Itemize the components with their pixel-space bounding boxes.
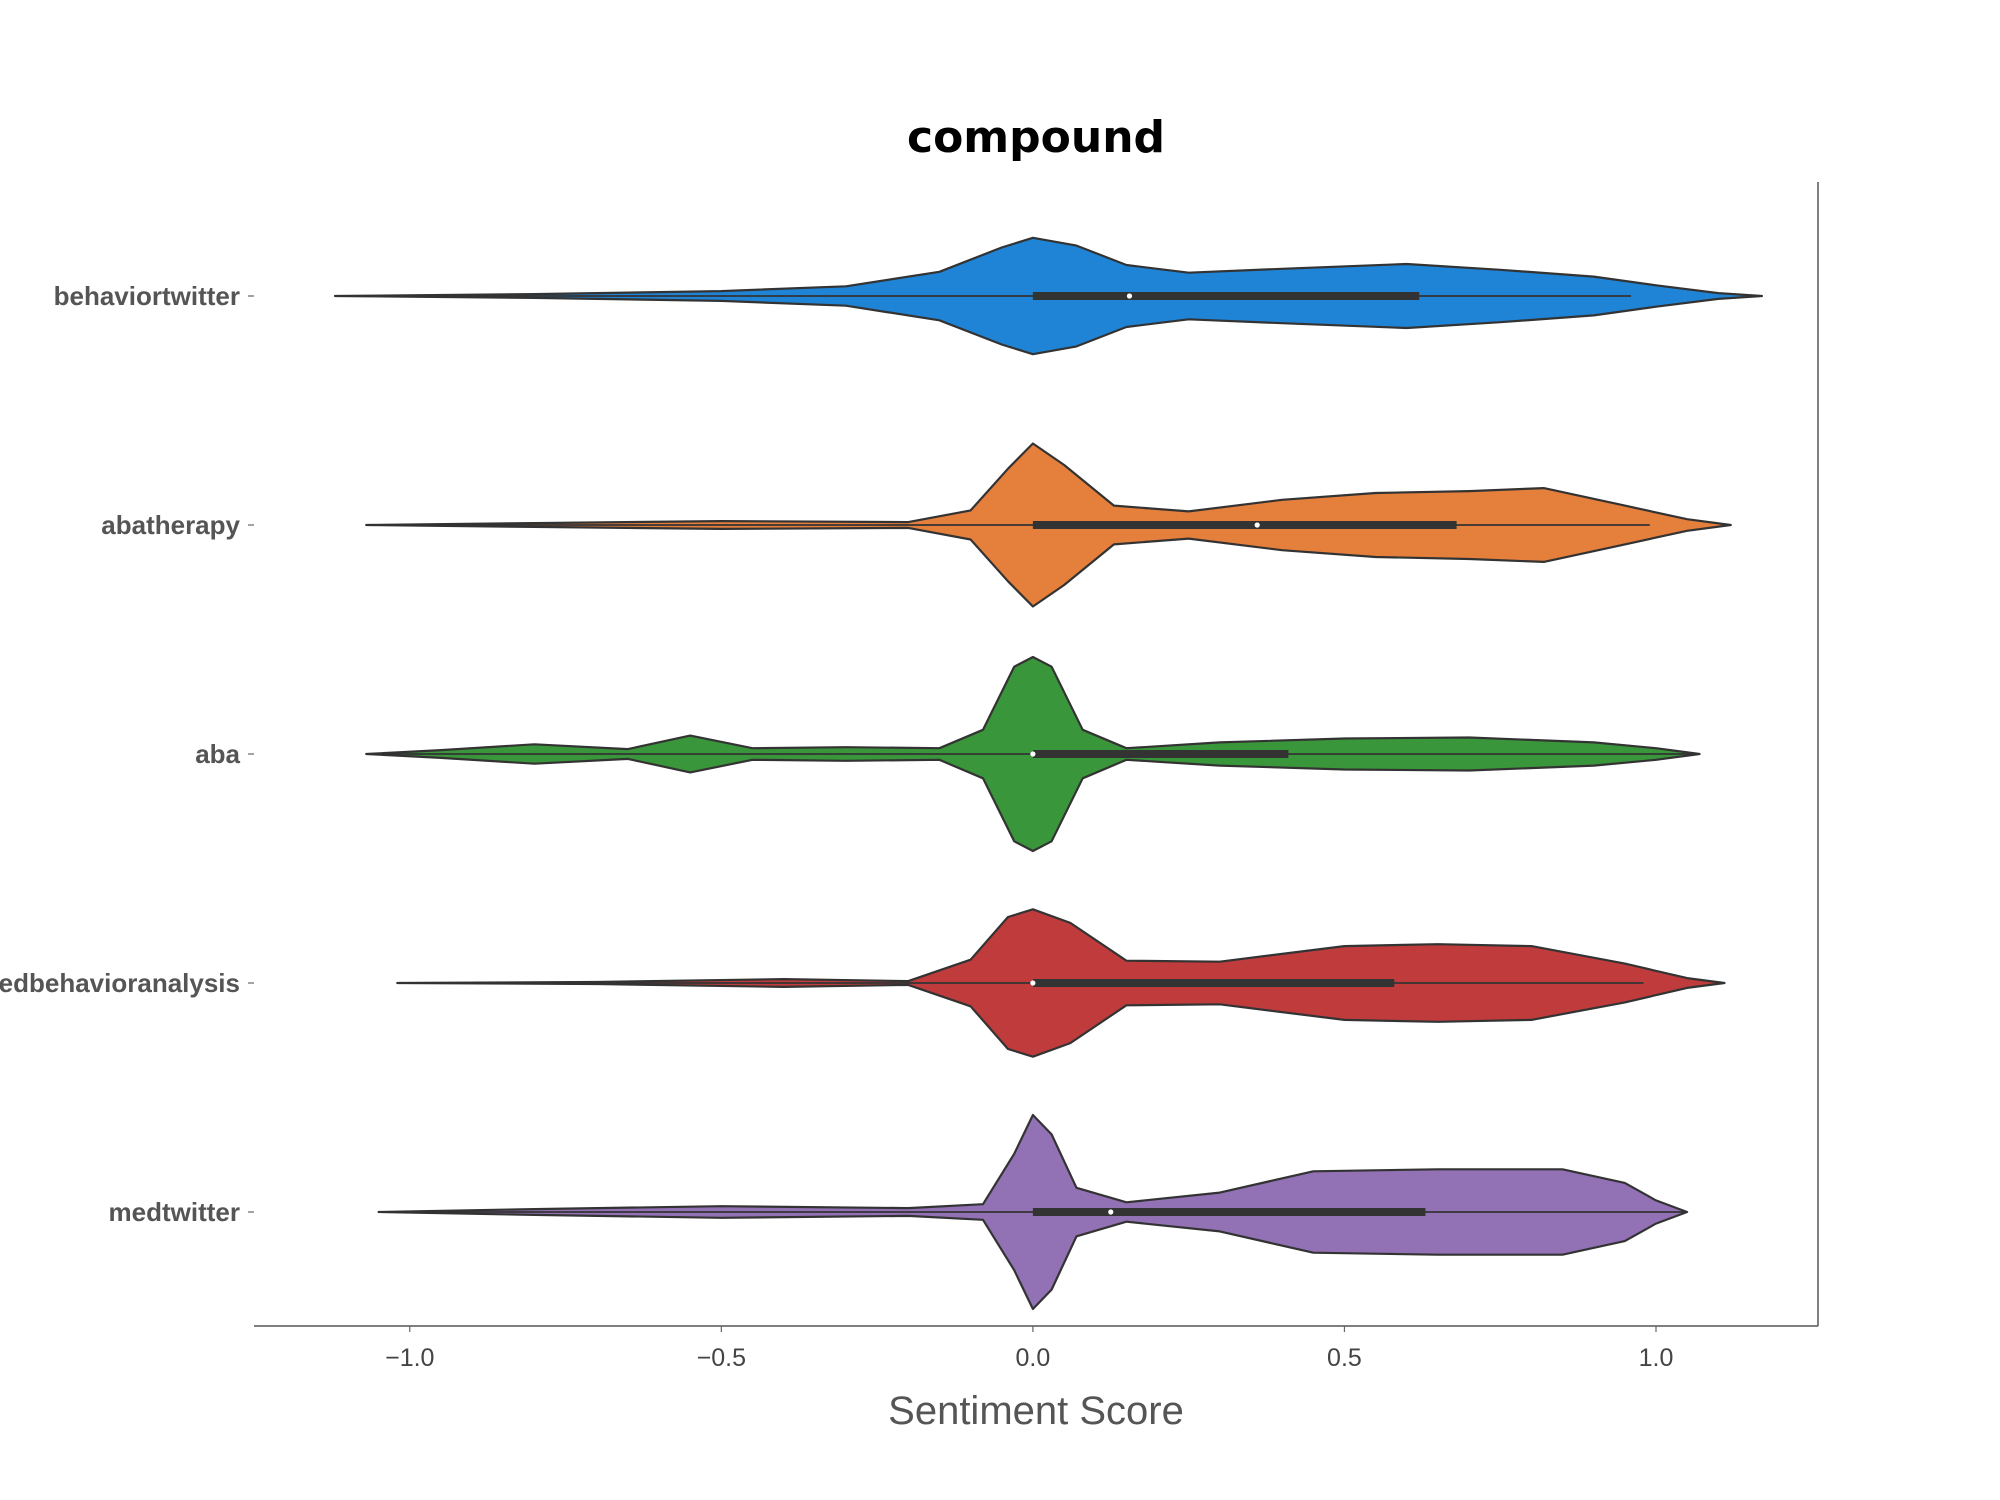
x-axis-ticks: −1.0 −0.5 0.0 0.5 1.0 — [385, 1326, 1673, 1372]
y-tick-label: behaviortwitter — [54, 281, 240, 311]
violin-median-point — [1254, 522, 1260, 528]
violin-behaviortwitter — [333, 236, 1763, 356]
x-tick-label: −0.5 — [697, 1344, 746, 1372]
violin-appliedbehavioranalysis — [396, 908, 1726, 1058]
violin-abatherapy — [365, 442, 1732, 608]
x-tick-label: −1.0 — [385, 1344, 434, 1372]
violin-aba — [365, 655, 1701, 853]
y-tick-label: aba — [195, 739, 240, 769]
x-axis-label: Sentiment Score — [888, 1389, 1184, 1433]
y-tick-label: abatherapy — [101, 510, 240, 540]
violin-median-point — [1030, 980, 1036, 986]
x-tick-label: 0.0 — [1016, 1344, 1051, 1372]
chart-title: compound — [907, 112, 1165, 163]
y-axis-ticks: behaviortwitter abatherapy aba appliedbehav… — [0, 281, 254, 1227]
y-tick-label: medtwitter — [109, 1197, 240, 1227]
violin-medtwitter — [377, 1113, 1689, 1311]
x-tick-label: 1.0 — [1639, 1344, 1674, 1372]
x-tick-label: 0.5 — [1327, 1344, 1362, 1372]
y-tick-label: appliedbehavioranalysis — [0, 968, 240, 998]
violin-median-point — [1030, 751, 1036, 757]
violin-median-point — [1108, 1209, 1114, 1215]
violin-groups — [333, 236, 1763, 1311]
violin-median-point — [1126, 293, 1133, 299]
